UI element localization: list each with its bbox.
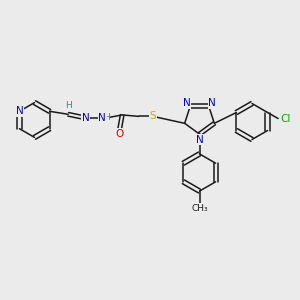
Text: CH₃: CH₃ (191, 204, 208, 213)
Text: Cl: Cl (281, 113, 291, 124)
Text: N: N (98, 113, 106, 123)
Text: N: N (208, 98, 216, 108)
Text: S: S (150, 111, 156, 122)
Text: N: N (196, 134, 203, 145)
Text: O: O (116, 129, 124, 139)
Text: H: H (65, 101, 71, 110)
Text: H: H (103, 113, 110, 122)
Text: N: N (183, 98, 190, 108)
Text: N: N (82, 113, 89, 123)
Text: N: N (16, 106, 23, 116)
